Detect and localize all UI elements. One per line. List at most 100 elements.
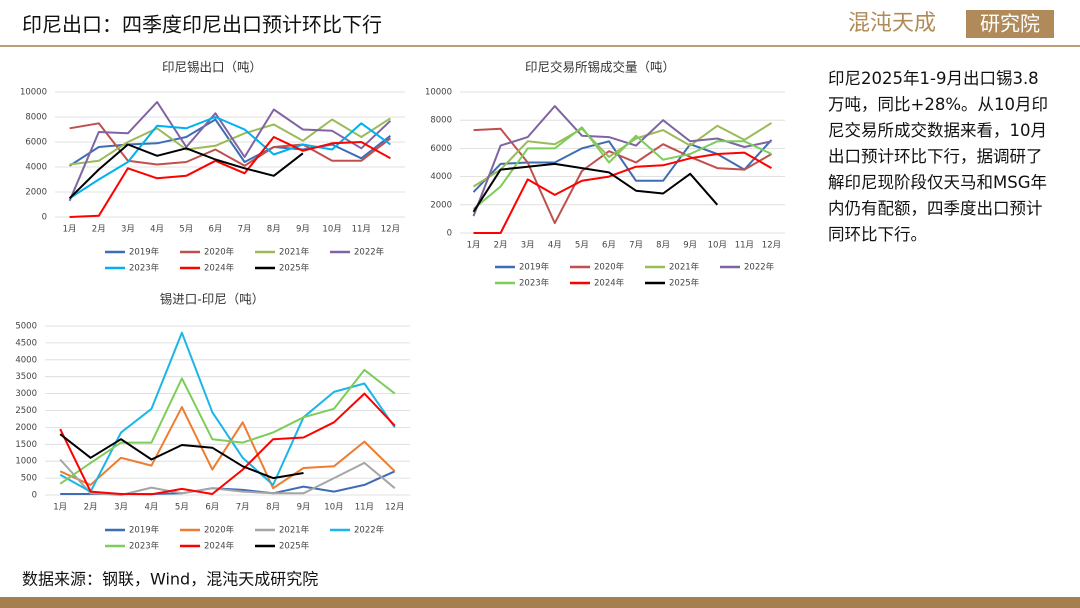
x-tick-label: 12月 — [762, 241, 781, 251]
series-line — [472, 162, 719, 213]
series-line — [69, 122, 392, 167]
series-line — [59, 433, 304, 480]
legend-label: 2022年 — [354, 525, 385, 536]
series-line — [59, 458, 396, 496]
legend-label: 2020年 — [204, 525, 235, 536]
x-tick-label: 3月 — [121, 225, 135, 235]
y-tick-label: 5000 — [15, 322, 37, 332]
legend-label: 2023年 — [129, 541, 160, 552]
x-tick-label: 2月 — [92, 225, 106, 235]
legend-label: 2021年 — [279, 525, 310, 536]
x-tick-label: 9月 — [296, 225, 310, 235]
x-tick-label: 5月 — [175, 503, 189, 513]
series-line — [472, 105, 772, 217]
x-tick-label: 11月 — [352, 225, 371, 235]
series-line — [59, 392, 396, 496]
logo-box — [966, 10, 1054, 38]
x-tick-label: 9月 — [683, 241, 697, 251]
footer-bar — [0, 597, 1080, 608]
y-tick-label: 0 — [42, 213, 47, 223]
series-line — [472, 126, 772, 210]
x-tick-label: 9月 — [297, 503, 311, 513]
x-tick-label: 12月 — [381, 225, 400, 235]
x-tick-label: 12月 — [385, 503, 404, 513]
x-tick-label: 6月 — [205, 503, 219, 513]
x-tick-label: 7月 — [629, 241, 643, 251]
series-line — [68, 143, 304, 200]
logo-box-text: 研究院 — [980, 12, 1040, 36]
legend-label: 2019年 — [129, 247, 160, 258]
legend-label: 2019年 — [519, 262, 550, 273]
x-tick-label: 10月 — [708, 241, 727, 251]
legend-label: 2023年 — [129, 263, 160, 274]
chart-title: 印尼锡出口（吨） — [162, 60, 262, 75]
y-tick-label: 500 — [21, 474, 37, 484]
legend-label: 2025年 — [669, 278, 700, 289]
x-tick-label: 3月 — [521, 241, 535, 251]
series-line — [59, 368, 396, 485]
x-tick-label: 5月 — [575, 241, 589, 251]
x-tick-label: 7月 — [238, 225, 252, 235]
legend-label: 2024年 — [204, 263, 235, 274]
y-tick-label: 8000 — [25, 113, 47, 123]
legend-label: 2025年 — [279, 263, 310, 274]
legend-label: 2024年 — [204, 541, 235, 552]
legend-label: 2020年 — [594, 262, 625, 273]
y-tick-label: 2000 — [15, 423, 37, 433]
y-tick-label: 6000 — [430, 144, 452, 154]
series-line — [472, 139, 773, 193]
y-tick-label: 2500 — [15, 406, 37, 416]
y-tick-label: 1000 — [15, 457, 37, 467]
y-tick-label: 4500 — [15, 338, 37, 348]
chart-title: 印尼交易所锡成交量（吨） — [525, 60, 675, 75]
series-line — [69, 117, 391, 166]
legend-label: 2022年 — [354, 247, 385, 258]
x-tick-label: 3月 — [114, 503, 128, 513]
x-tick-label: 7月 — [236, 503, 250, 513]
series-line — [68, 101, 392, 202]
series-line — [473, 151, 772, 234]
x-tick-label: 8月 — [656, 241, 670, 251]
x-tick-label: 5月 — [179, 225, 193, 235]
x-tick-label: 6月 — [208, 225, 222, 235]
y-tick-label: 1500 — [15, 440, 37, 450]
y-tick-label: 8000 — [430, 116, 452, 126]
x-tick-label: 10月 — [324, 503, 343, 513]
legend-label: 2020年 — [204, 247, 235, 258]
x-tick-label: 1月 — [63, 225, 77, 235]
legend-label: 2021年 — [669, 262, 700, 273]
x-tick-label: 10月 — [322, 225, 341, 235]
x-tick-label: 6月 — [602, 241, 616, 251]
x-tick-label: 11月 — [355, 503, 374, 513]
y-tick-label: 2000 — [430, 200, 452, 210]
logo: 混沌天成 — [848, 11, 936, 36]
x-tick-label: 2月 — [84, 503, 98, 513]
legend-label: 2022年 — [744, 262, 775, 273]
legend-label: 2021年 — [279, 247, 310, 258]
y-tick-label: 2000 — [25, 188, 47, 198]
series-line — [59, 406, 396, 490]
series-line — [473, 127, 772, 225]
y-tick-label: 3000 — [15, 389, 37, 399]
legend-label: 2024年 — [594, 278, 625, 289]
y-tick-label: 4000 — [15, 355, 37, 365]
legend-label: 2023年 — [519, 278, 550, 289]
x-tick-label: 11月 — [735, 241, 754, 251]
x-tick-label: 1月 — [467, 241, 481, 251]
source: 数据来源：钢联，Wind，混沌天成研究院 — [22, 570, 318, 589]
x-tick-label: 4月 — [548, 241, 562, 251]
y-tick-label: 10000 — [425, 88, 452, 98]
y-tick-label: 4000 — [430, 172, 452, 182]
x-tick-label: 1月 — [53, 503, 67, 513]
x-tick-label: 4月 — [144, 503, 158, 513]
x-tick-label: 4月 — [150, 225, 164, 235]
note: 印尼2025年1-9月出口锡3.8万吨，同比+28%。从10月印尼交易所成交数据… — [828, 69, 1048, 244]
x-tick-label: 8月 — [267, 225, 281, 235]
y-tick-label: 0 — [447, 229, 452, 239]
series-line — [69, 116, 391, 200]
slide-title: 印尼出口：四季度印尼出口预计环比下行 — [22, 13, 382, 37]
y-tick-label: 4000 — [25, 163, 47, 173]
legend-label: 2025年 — [279, 541, 310, 552]
